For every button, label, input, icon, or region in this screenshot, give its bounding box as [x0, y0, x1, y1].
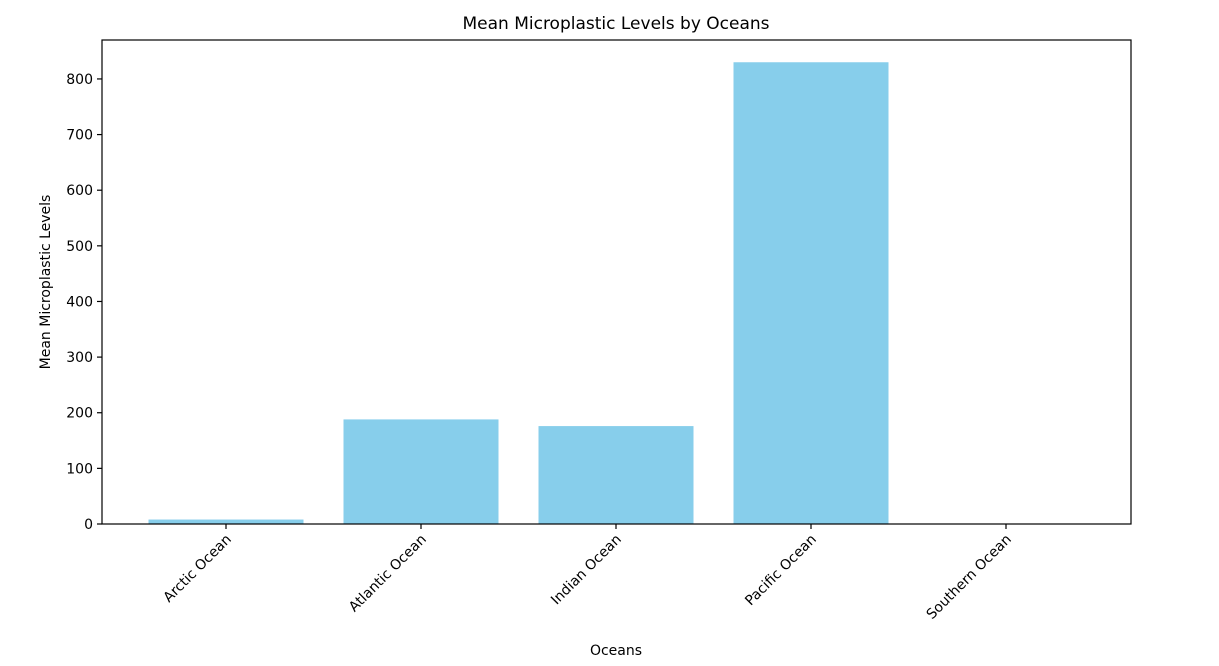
bars-layer — [148, 62, 889, 525]
axes-layer: 0 100 200 300 400 500 600 700 800 Arctic Ocean Atl… — [66, 39, 1132, 623]
x-tick-label: Atlantic Ocean — [346, 532, 430, 616]
y-tick-label: 600 — [66, 183, 93, 199]
bar-atlantic-ocean — [343, 419, 499, 524]
bar-arctic-ocean — [148, 519, 304, 524]
y-tick-label: 700 — [66, 128, 93, 144]
y-tick-label: 0 — [84, 517, 93, 533]
y-tick-label: 300 — [66, 350, 93, 366]
y-tick-label: 200 — [66, 406, 93, 422]
x-tick-label: Pacific Ocean — [742, 532, 820, 610]
bar-indian-ocean — [538, 426, 694, 524]
bar-pacific-ocean — [733, 62, 889, 525]
y-tick-label: 400 — [66, 294, 93, 310]
x-axis-label: Oceans — [590, 643, 642, 659]
x-tick-label: Indian Ocean — [548, 532, 625, 609]
y-tick-label: 100 — [66, 461, 93, 477]
y-axis-label: Mean Microplastic Levels — [38, 195, 54, 370]
chart-title: Mean Microplastic Levels by Oceans — [462, 14, 769, 34]
y-tick-label: 800 — [66, 72, 93, 88]
x-tick-label: Southern Ocean — [924, 532, 1015, 623]
y-tick-label: 500 — [66, 239, 93, 255]
x-tick-label: Arctic Ocean — [161, 532, 235, 606]
